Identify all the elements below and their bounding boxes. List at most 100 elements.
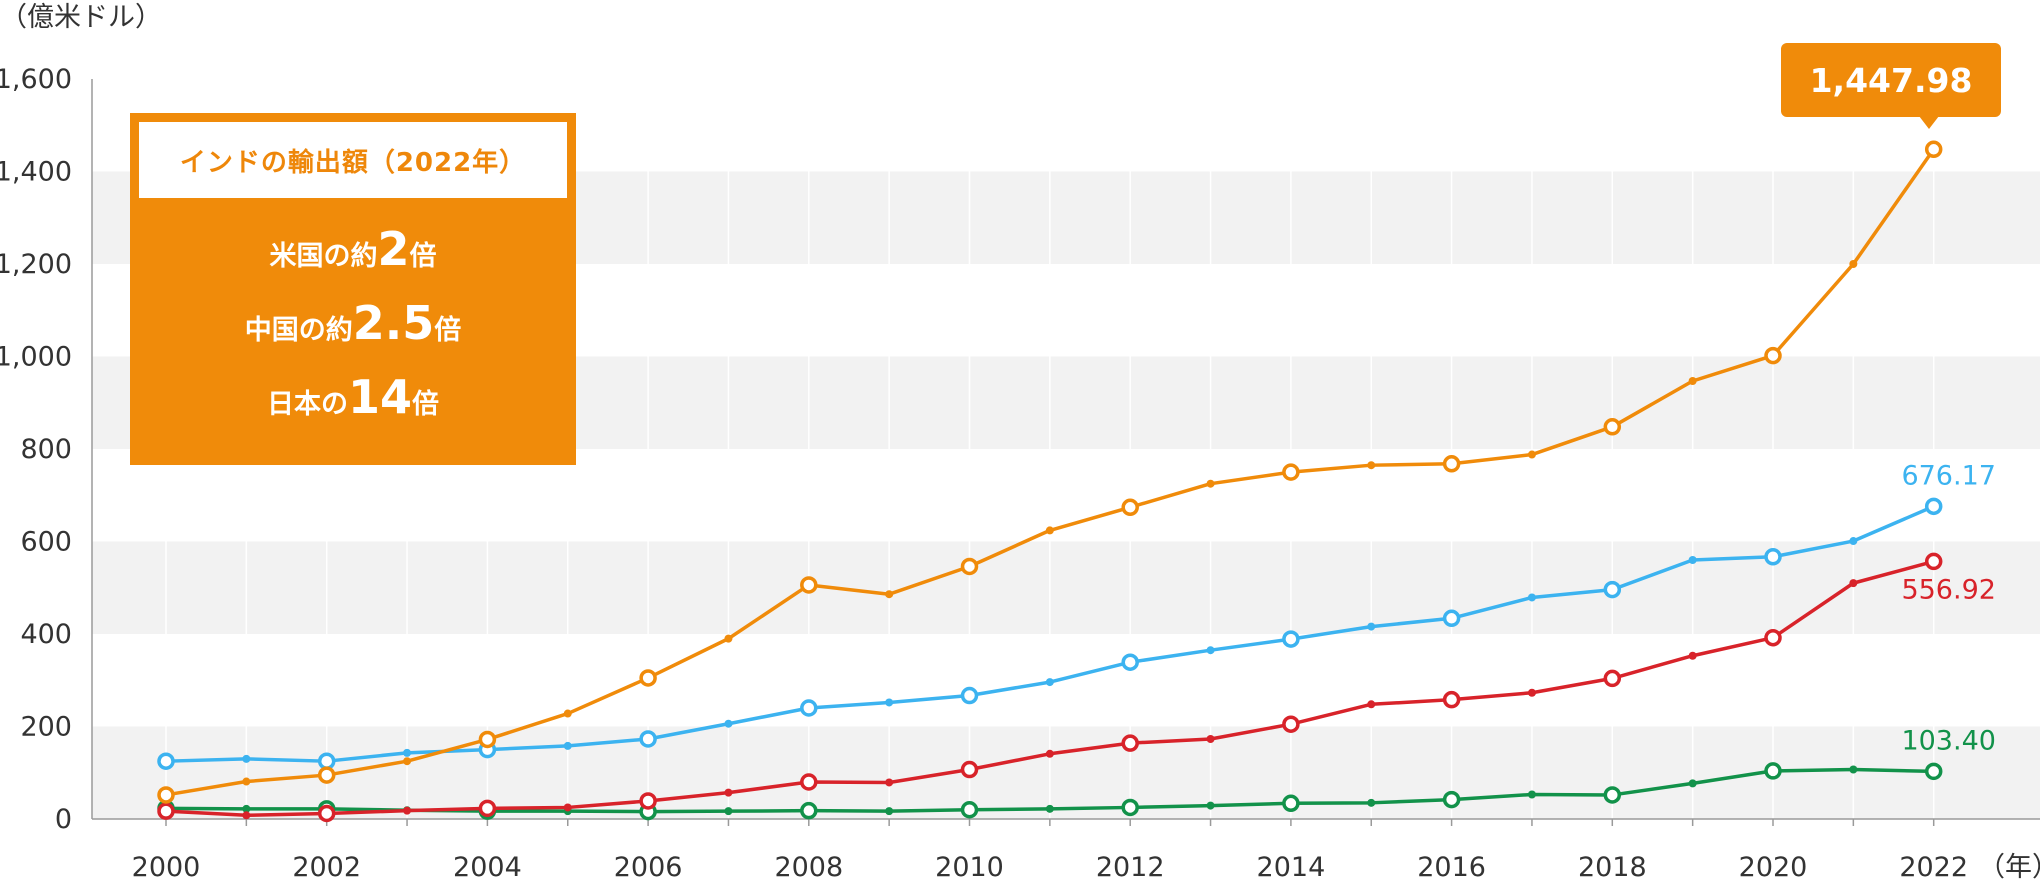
ratio-number: 14: [347, 370, 412, 424]
data-point-marker: [1442, 609, 1461, 628]
data-point-marker: [317, 752, 336, 770]
data-point-marker: [1121, 798, 1139, 817]
data-point-dot: [1527, 790, 1536, 799]
data-point-dot: [1367, 798, 1376, 807]
data-point-marker: [1924, 497, 1943, 516]
data-point-dot: [1045, 678, 1054, 687]
series-end-value-label: 556.92: [1901, 574, 1995, 605]
x-tick-label: 2006: [614, 852, 683, 880]
y-tick-label: 0: [55, 804, 72, 835]
x-tick-label: 2022: [1899, 852, 1968, 880]
y-tick-label: 800: [20, 434, 72, 465]
data-point-dot: [1367, 622, 1376, 631]
peak-value-callout: 1,447.98: [1781, 43, 2001, 117]
data-point-dot: [1206, 646, 1215, 655]
data-point-marker: [1764, 548, 1782, 566]
data-point-marker: [960, 557, 979, 576]
x-tick-label: 2016: [1417, 852, 1486, 880]
info-box-lines: 米国の約2倍 中国の約2.5倍 日本の14倍: [139, 212, 567, 434]
y-unit-label: （億米ドル）: [0, 2, 162, 33]
y-tick-label: 400: [20, 619, 72, 650]
data-point-dot: [1849, 537, 1858, 546]
data-point-dot: [1367, 461, 1376, 470]
series-end-value-label: 676.17: [1901, 460, 1995, 491]
data-point-dot: [1688, 779, 1697, 788]
x-tick-label: 2002: [292, 852, 361, 880]
data-point-dot: [403, 748, 412, 757]
x-tick-label: 2004: [453, 852, 522, 880]
data-point-dot: [1045, 804, 1054, 813]
axes: [91, 79, 2040, 820]
y-tick-label: 1,400: [0, 157, 72, 188]
data-point-marker: [317, 804, 336, 823]
data-point-dot: [724, 807, 733, 816]
data-point-dot: [403, 757, 412, 766]
x-tick-label: 2020: [1739, 852, 1808, 880]
data-point-dot: [242, 811, 251, 820]
data-point-dot: [242, 804, 251, 813]
data-point-dot: [1527, 593, 1536, 602]
data-point-dot: [1206, 801, 1215, 810]
data-point-marker: [317, 766, 336, 784]
data-point-marker: [1603, 669, 1622, 688]
ratio-number: 2: [377, 222, 410, 276]
ratio-post: 倍: [434, 315, 462, 346]
data-point-marker: [1603, 786, 1622, 804]
y-tick-label: 1,200: [0, 249, 72, 280]
data-point-dot: [1045, 749, 1054, 758]
series-lines: [157, 140, 1943, 823]
data-point-marker: [800, 576, 818, 594]
data-point-marker: [1764, 762, 1782, 780]
data-point-marker: [639, 669, 657, 687]
callout-pointer: [1919, 116, 1939, 129]
data-point-marker: [1764, 628, 1782, 647]
ratio-vs-china: 中国の約2.5倍: [139, 286, 567, 360]
x-tick-label: 2000: [132, 852, 201, 880]
x-axis-ticks: 2000 2002 2004 2006 2008 2010 2012 2014 2016 2018…: [132, 819, 1968, 880]
ratio-number: 2.5: [352, 296, 435, 350]
ratio-pre: 中国の約: [244, 315, 353, 346]
ratio-vs-us: 米国の約2倍: [139, 212, 567, 286]
data-point-marker: [1282, 463, 1300, 481]
data-point-dot: [1688, 377, 1697, 386]
data-point-marker: [639, 730, 657, 748]
data-point-dot: [1849, 579, 1858, 588]
data-point-marker: [1282, 715, 1300, 733]
y-tick-label: 200: [20, 712, 72, 743]
data-point-marker: [1924, 762, 1943, 781]
ratio-pre: 日本の: [266, 389, 348, 420]
data-point-marker: [1764, 346, 1782, 365]
data-point-dot: [885, 590, 894, 599]
x-tick-label: 2008: [774, 852, 843, 880]
data-point-marker: [800, 773, 818, 791]
data-point-dot: [563, 803, 572, 812]
grid-band: [92, 726, 2040, 819]
data-point-marker: [478, 799, 497, 818]
data-point-dot: [1045, 526, 1054, 535]
ratio-vs-japan: 日本の14倍: [139, 360, 567, 434]
data-point-dot: [1206, 734, 1215, 743]
series-end-value-label: 103.40: [1901, 725, 1995, 756]
data-point-marker: [157, 752, 175, 770]
data-point-dot: [563, 709, 572, 718]
data-point-marker: [1442, 690, 1461, 709]
data-point-dot: [724, 634, 733, 643]
data-point-dot: [724, 788, 733, 797]
data-point-marker: [1282, 630, 1300, 648]
ratio-post: 倍: [409, 241, 437, 272]
x-tick-label: 2010: [935, 852, 1004, 880]
data-point-marker: [800, 699, 818, 717]
data-point-marker: [1121, 653, 1139, 671]
data-point-dot: [885, 778, 894, 787]
data-point-marker: [1603, 418, 1622, 436]
data-point-marker: [1924, 552, 1943, 571]
y-axis-ticks: 0 200 400 600 800 1,000 1,200 1,400 1,600: [0, 64, 72, 835]
data-point-dot: [1527, 450, 1536, 459]
data-point-dot: [242, 777, 251, 786]
x-tick-label: 2018: [1578, 852, 1647, 880]
x-tick-label: 2012: [1096, 852, 1165, 880]
data-point-marker: [478, 730, 497, 749]
data-point-marker: [960, 801, 979, 819]
end-labels: 676.17 556.92 103.40: [1901, 460, 1995, 756]
